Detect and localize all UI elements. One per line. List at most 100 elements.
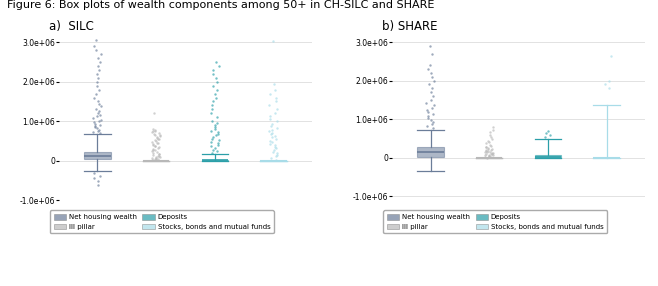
Point <box>264 103 274 108</box>
Point <box>153 154 163 158</box>
Point <box>149 147 160 152</box>
Point <box>212 115 222 120</box>
Point <box>90 125 101 130</box>
Point <box>266 140 277 144</box>
Point <box>425 43 436 48</box>
Point <box>211 76 222 80</box>
Point <box>426 90 437 94</box>
Point <box>483 138 494 143</box>
Point <box>89 120 99 125</box>
Point <box>481 149 492 154</box>
Point <box>427 74 438 79</box>
Point <box>212 87 222 92</box>
Point <box>147 149 157 154</box>
Point <box>266 124 276 128</box>
Point <box>211 60 221 64</box>
Point <box>93 128 104 133</box>
Point <box>422 110 433 114</box>
Point <box>212 121 222 126</box>
Point <box>268 82 279 86</box>
Point <box>210 146 220 150</box>
Point <box>484 153 494 157</box>
Point <box>270 134 280 138</box>
Point <box>423 116 434 120</box>
Point <box>91 91 101 96</box>
Point <box>211 133 221 138</box>
Point <box>480 153 490 158</box>
Point <box>211 95 222 100</box>
Point <box>428 94 438 98</box>
Point <box>605 53 616 58</box>
Point <box>207 147 218 152</box>
Point <box>147 140 158 144</box>
Point <box>95 52 106 56</box>
Point <box>148 158 159 162</box>
Bar <box>201 160 228 161</box>
Point <box>151 155 161 160</box>
Point <box>271 154 282 159</box>
Point <box>148 150 159 155</box>
Point <box>272 119 282 124</box>
Point <box>94 109 105 113</box>
Point <box>90 106 101 111</box>
Point <box>481 150 492 155</box>
Point <box>89 124 100 128</box>
Point <box>486 135 496 139</box>
Point <box>270 87 280 92</box>
Point <box>153 136 163 141</box>
Point <box>94 131 105 135</box>
Point <box>271 137 282 141</box>
Point <box>266 121 277 126</box>
Point <box>205 128 216 133</box>
Point <box>150 129 161 134</box>
Point <box>271 95 282 100</box>
Point <box>150 138 161 142</box>
Point <box>93 183 103 188</box>
Point <box>205 111 216 116</box>
Point <box>599 82 610 87</box>
Point <box>487 137 497 141</box>
Point <box>93 99 103 104</box>
Point <box>207 107 217 112</box>
Bar <box>417 147 443 157</box>
Point <box>151 139 161 143</box>
Point <box>88 116 99 120</box>
Point <box>487 152 497 156</box>
Point <box>424 63 435 67</box>
Point <box>94 102 105 106</box>
Point <box>96 117 107 122</box>
Point <box>153 146 163 150</box>
Point <box>93 87 104 92</box>
Point <box>150 156 161 161</box>
Point <box>91 48 101 52</box>
Point <box>213 132 224 136</box>
Point <box>147 143 158 147</box>
Point <box>270 99 281 104</box>
Point <box>484 140 494 145</box>
Point <box>92 56 103 60</box>
Point <box>427 86 438 91</box>
Point <box>265 117 275 121</box>
Point <box>89 171 99 176</box>
Point <box>147 128 158 133</box>
Point <box>486 148 497 152</box>
Point <box>89 44 99 48</box>
Legend: Net housing wealth, III pillar, Deposits, Stocks, bonds and mutual funds: Net housing wealth, III pillar, Deposits… <box>50 210 274 233</box>
Point <box>152 150 163 154</box>
Point <box>147 157 157 162</box>
Point <box>421 124 432 128</box>
Point <box>427 51 438 56</box>
Point <box>151 157 161 162</box>
Point <box>95 60 105 64</box>
Point <box>421 100 432 105</box>
Point <box>488 127 498 132</box>
Point <box>154 152 164 157</box>
Point <box>271 107 282 112</box>
Point <box>154 151 164 156</box>
Point <box>267 130 278 135</box>
Point <box>265 138 275 143</box>
Point <box>205 144 216 149</box>
Point <box>148 146 159 151</box>
Point <box>93 63 103 68</box>
Point <box>147 127 158 131</box>
